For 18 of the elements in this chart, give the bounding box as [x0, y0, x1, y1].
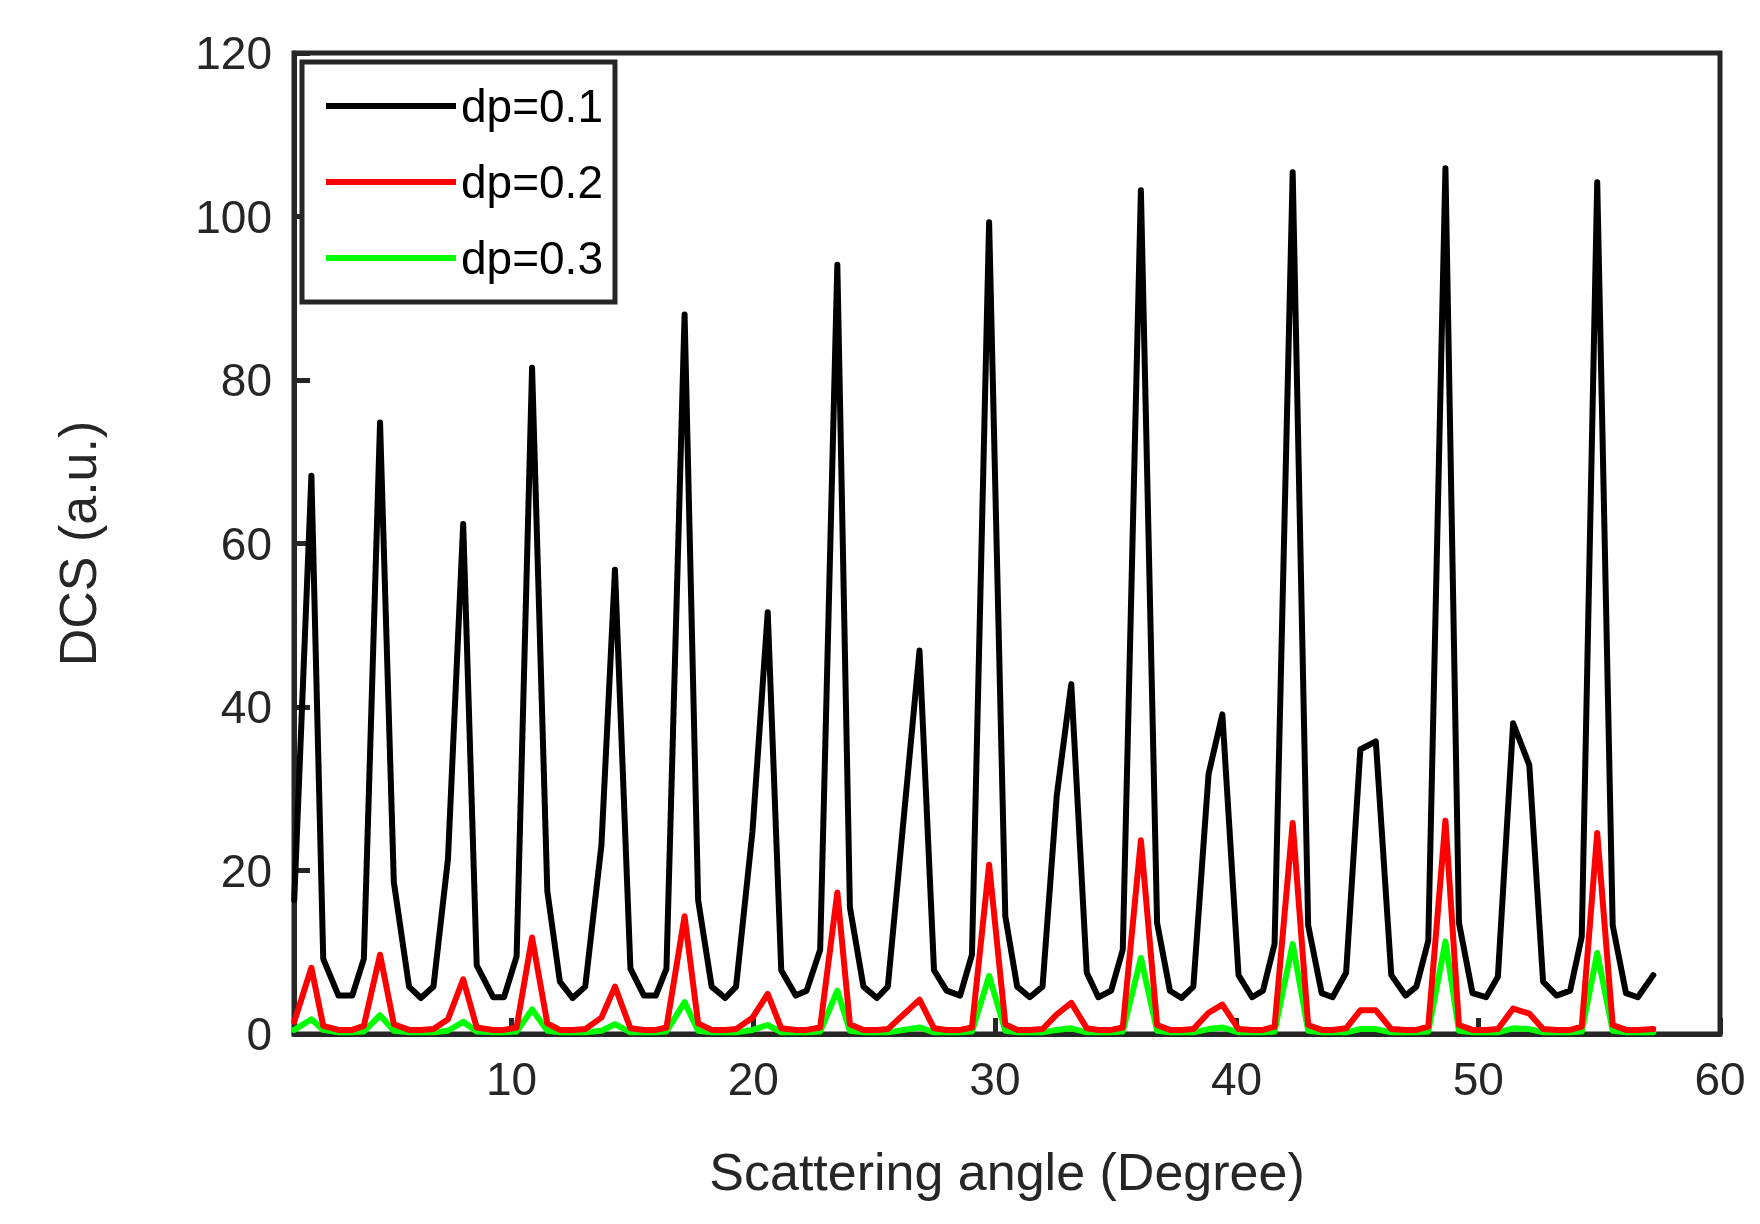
x-tick-label: 40 — [1211, 1053, 1263, 1105]
x-axis-title: Scattering angle (Degree) — [709, 1143, 1305, 1201]
y-tick-label: 80 — [220, 354, 272, 406]
legend-label: dp=0.3 — [461, 232, 603, 284]
y-tick-label: 120 — [195, 27, 272, 79]
legend-label: dp=0.1 — [461, 80, 603, 132]
legend-label: dp=0.2 — [461, 156, 603, 208]
x-tick-label: 20 — [727, 1053, 779, 1105]
y-tick-label: 100 — [195, 190, 272, 243]
y-axis-title: DCS (a.u.) — [49, 420, 107, 667]
x-tick-label: 30 — [969, 1053, 1021, 1105]
x-tick-label: 10 — [485, 1053, 538, 1105]
x-tick-label: 50 — [1452, 1053, 1504, 1105]
y-tick-label: 20 — [220, 844, 272, 897]
y-tick-label: 60 — [220, 517, 272, 570]
x-tick-label: 60 — [1694, 1053, 1746, 1105]
y-tick-label: 0 — [246, 1008, 272, 1060]
y-tick-label: 40 — [220, 681, 272, 733]
